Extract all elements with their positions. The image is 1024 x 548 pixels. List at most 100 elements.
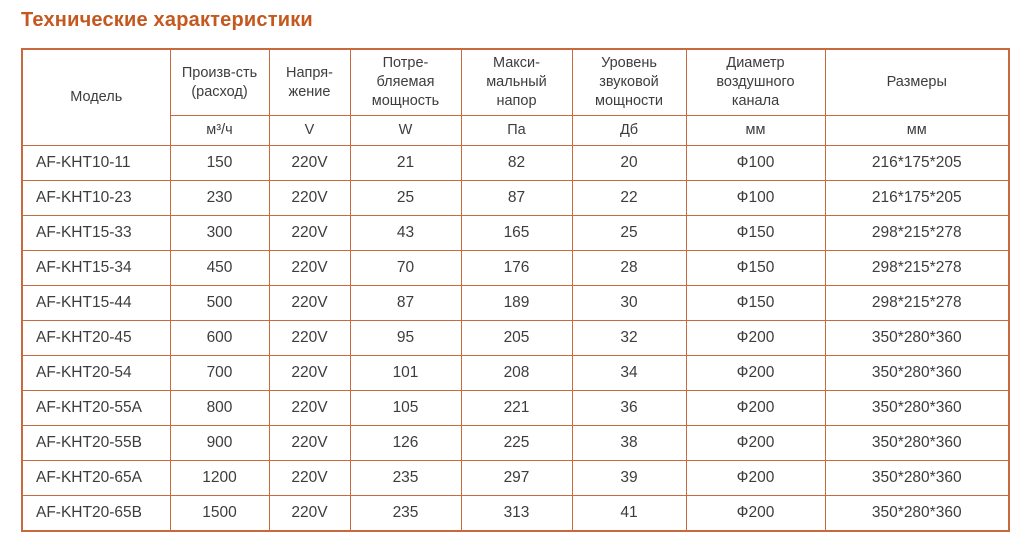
cell-voltage: 220V xyxy=(268,425,351,462)
col-header-dimensions: Размеры xyxy=(824,48,1010,117)
cell-voltage: 220V xyxy=(268,460,351,497)
cell-voltage: 220V xyxy=(268,390,351,427)
col-header-noise: Уровень звуковой мощности xyxy=(571,48,687,117)
cell-dimensions: 350*280*360 xyxy=(824,460,1010,497)
cell-noise: 39 xyxy=(571,460,687,497)
cell-flow: 150 xyxy=(169,145,270,182)
cell-pressure: 208 xyxy=(460,355,573,392)
header-unit-row: м³/ч V W Па Дб мм мм xyxy=(22,115,1010,147)
cell-noise: 30 xyxy=(571,285,687,322)
cell-model: AF-KHT20-65B xyxy=(21,495,171,532)
table-row: AF-KHT20-54 700 220V 101 208 34 Ф200 350*280*36… xyxy=(21,355,1010,392)
cell-power: 95 xyxy=(349,320,462,357)
cell-noise: 22 xyxy=(571,180,687,217)
cell-dimensions: 298*215*278 xyxy=(824,285,1010,322)
page: Технические характеристики Модель Произв… xyxy=(21,9,1010,532)
cell-noise: 41 xyxy=(571,495,687,532)
unit-voltage: V xyxy=(268,115,351,147)
cell-diameter: Ф200 xyxy=(685,320,826,357)
cell-power: 21 xyxy=(349,145,462,182)
cell-model: AF-KHT15-33 xyxy=(21,215,171,252)
cell-model: AF-KHT10-23 xyxy=(21,180,171,217)
cell-voltage: 220V xyxy=(268,250,351,287)
cell-power: 43 xyxy=(349,215,462,252)
unit-flow: м³/ч xyxy=(169,115,270,147)
cell-power: 235 xyxy=(349,495,462,532)
cell-model: AF-KHT20-65A xyxy=(21,460,171,497)
cell-flow: 450 xyxy=(169,250,270,287)
col-header-model: Модель xyxy=(21,48,171,147)
unit-diameter: мм xyxy=(685,115,826,147)
col-header-diameter: Диаметр воздушного канала xyxy=(685,48,826,117)
cell-diameter: Ф200 xyxy=(685,390,826,427)
cell-power: 126 xyxy=(349,425,462,462)
cell-flow: 600 xyxy=(169,320,270,357)
cell-diameter: Ф200 xyxy=(685,460,826,497)
col-header-voltage: Напря- жение xyxy=(268,48,351,117)
cell-pressure: 82 xyxy=(460,145,573,182)
table-row: AF-KHT10-11 150 220V 21 82 20 Ф100 216*175*205 xyxy=(21,145,1010,182)
cell-diameter: Ф100 xyxy=(685,145,826,182)
cell-noise: 28 xyxy=(571,250,687,287)
cell-flow: 1500 xyxy=(169,495,270,532)
cell-pressure: 189 xyxy=(460,285,573,322)
cell-flow: 800 xyxy=(169,390,270,427)
cell-noise: 25 xyxy=(571,215,687,252)
cell-pressure: 87 xyxy=(460,180,573,217)
cell-model: AF-KHT20-45 xyxy=(21,320,171,357)
cell-dimensions: 216*175*205 xyxy=(824,145,1010,182)
page-title: Технические характеристики xyxy=(21,9,313,31)
table-row: AF-KHT20-45 600 220V 95 205 32 Ф200 350*280*360 xyxy=(21,320,1010,357)
specs-table: Модель Произв-сть (расход) Напря- жение … xyxy=(21,48,1010,532)
cell-dimensions: 350*280*360 xyxy=(824,320,1010,357)
cell-pressure: 221 xyxy=(460,390,573,427)
cell-diameter: Ф100 xyxy=(685,180,826,217)
cell-pressure: 165 xyxy=(460,215,573,252)
cell-voltage: 220V xyxy=(268,320,351,357)
cell-diameter: Ф150 xyxy=(685,215,826,252)
cell-pressure: 225 xyxy=(460,425,573,462)
cell-model: AF-KHT15-44 xyxy=(21,285,171,322)
table-row: AF-KHT15-34 450 220V 70 176 28 Ф150 298*215*278 xyxy=(21,250,1010,287)
cell-power: 105 xyxy=(349,390,462,427)
cell-pressure: 205 xyxy=(460,320,573,357)
table-body: AF-KHT10-11 150 220V 21 82 20 Ф100 216*175*205 A… xyxy=(21,145,1010,532)
cell-pressure: 297 xyxy=(460,460,573,497)
cell-voltage: 220V xyxy=(268,355,351,392)
table-row: AF-KHT20-55B 900 220V 126 225 38 Ф200 350*280*3… xyxy=(21,425,1010,462)
cell-voltage: 220V xyxy=(268,215,351,252)
cell-noise: 36 xyxy=(571,390,687,427)
cell-flow: 700 xyxy=(169,355,270,392)
cell-diameter: Ф200 xyxy=(685,425,826,462)
unit-pressure: Па xyxy=(460,115,573,147)
cell-voltage: 220V xyxy=(268,495,351,532)
cell-dimensions: 350*280*360 xyxy=(824,495,1010,532)
cell-dimensions: 298*215*278 xyxy=(824,250,1010,287)
cell-voltage: 220V xyxy=(268,285,351,322)
cell-noise: 34 xyxy=(571,355,687,392)
unit-noise: Дб xyxy=(571,115,687,147)
cell-model: AF-KHT10-11 xyxy=(21,145,171,182)
unit-power: W xyxy=(349,115,462,147)
cell-model: AF-KHT20-55B xyxy=(21,425,171,462)
cell-pressure: 176 xyxy=(460,250,573,287)
cell-flow: 230 xyxy=(169,180,270,217)
cell-diameter: Ф200 xyxy=(685,355,826,392)
cell-model: AF-KHT15-34 xyxy=(21,250,171,287)
table-row: AF-KHT15-44 500 220V 87 189 30 Ф150 298*215*278 xyxy=(21,285,1010,322)
cell-diameter: Ф150 xyxy=(685,285,826,322)
cell-flow: 900 xyxy=(169,425,270,462)
cell-model: AF-KHT20-55A xyxy=(21,390,171,427)
cell-flow: 1200 xyxy=(169,460,270,497)
cell-dimensions: 350*280*360 xyxy=(824,425,1010,462)
cell-power: 235 xyxy=(349,460,462,497)
cell-noise: 20 xyxy=(571,145,687,182)
cell-flow: 300 xyxy=(169,215,270,252)
cell-dimensions: 350*280*360 xyxy=(824,355,1010,392)
cell-diameter: Ф150 xyxy=(685,250,826,287)
cell-diameter: Ф200 xyxy=(685,495,826,532)
cell-voltage: 220V xyxy=(268,145,351,182)
col-header-pressure: Макси- мальный напор xyxy=(460,48,573,117)
cell-model: AF-KHT20-54 xyxy=(21,355,171,392)
table-row: AF-KHT20-65B 1500 220V 235 313 41 Ф200 350*280*… xyxy=(21,495,1010,532)
